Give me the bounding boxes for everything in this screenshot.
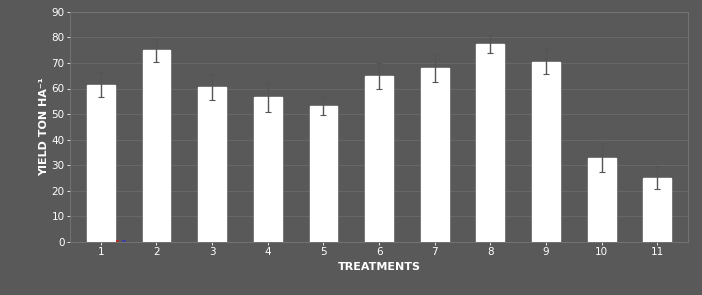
Bar: [420, 68, 449, 242]
Bar: [198, 87, 226, 242]
Y-axis label: YIELD TON HA⁻¹: YIELD TON HA⁻¹: [39, 78, 48, 176]
Bar: [116, 240, 119, 242]
Bar: [477, 44, 504, 242]
Bar: [122, 240, 126, 242]
Bar: [588, 158, 616, 242]
Bar: [254, 97, 282, 242]
Bar: [644, 178, 671, 242]
Bar: [310, 106, 338, 242]
Bar: [532, 62, 560, 242]
Bar: [365, 76, 393, 242]
Bar: [87, 85, 114, 242]
Bar: [143, 50, 171, 242]
X-axis label: TREATMENTS: TREATMENTS: [338, 262, 420, 272]
